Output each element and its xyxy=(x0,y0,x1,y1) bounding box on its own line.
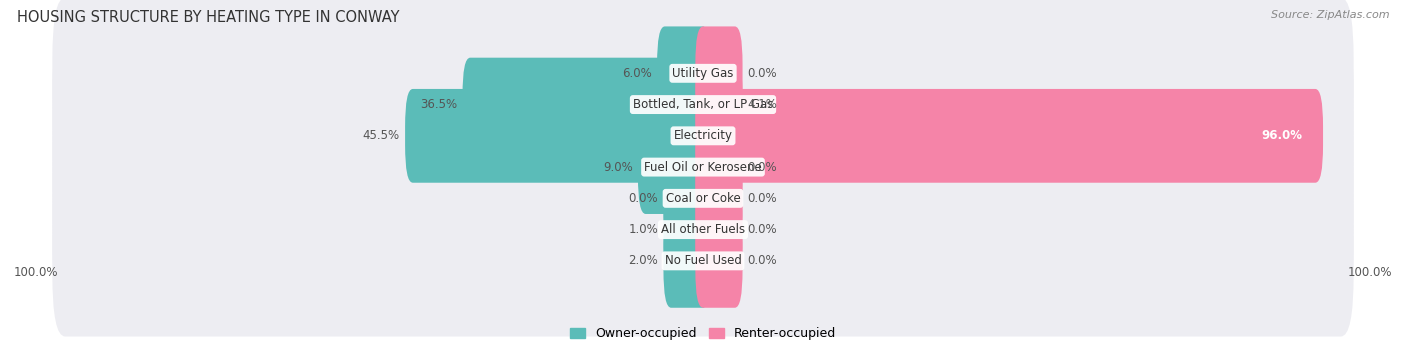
Text: 36.5%: 36.5% xyxy=(420,98,457,111)
FancyBboxPatch shape xyxy=(657,27,710,120)
FancyBboxPatch shape xyxy=(696,120,742,214)
FancyBboxPatch shape xyxy=(463,58,710,151)
Text: 100.0%: 100.0% xyxy=(1347,266,1392,279)
Text: Electricity: Electricity xyxy=(673,129,733,142)
Text: 0.0%: 0.0% xyxy=(748,161,778,174)
Text: 96.0%: 96.0% xyxy=(1261,129,1302,142)
Text: 0.0%: 0.0% xyxy=(748,254,778,267)
Text: Bottled, Tank, or LP Gas: Bottled, Tank, or LP Gas xyxy=(633,98,773,111)
Text: All other Fuels: All other Fuels xyxy=(661,223,745,236)
Text: Coal or Coke: Coal or Coke xyxy=(665,192,741,205)
Text: Utility Gas: Utility Gas xyxy=(672,67,734,80)
FancyBboxPatch shape xyxy=(696,89,1323,183)
FancyBboxPatch shape xyxy=(405,89,710,183)
FancyBboxPatch shape xyxy=(52,91,1354,243)
Text: No Fuel Used: No Fuel Used xyxy=(665,254,741,267)
FancyBboxPatch shape xyxy=(696,183,742,277)
FancyBboxPatch shape xyxy=(696,27,742,120)
Text: 45.5%: 45.5% xyxy=(363,129,399,142)
FancyBboxPatch shape xyxy=(638,120,710,214)
Text: 6.0%: 6.0% xyxy=(623,67,652,80)
Text: 2.0%: 2.0% xyxy=(628,254,658,267)
FancyBboxPatch shape xyxy=(664,183,710,277)
Text: 0.0%: 0.0% xyxy=(628,192,658,205)
Text: 0.0%: 0.0% xyxy=(748,192,778,205)
FancyBboxPatch shape xyxy=(52,123,1354,274)
Text: 0.0%: 0.0% xyxy=(748,67,778,80)
Text: Fuel Oil or Kerosene: Fuel Oil or Kerosene xyxy=(644,161,762,174)
FancyBboxPatch shape xyxy=(664,214,710,308)
FancyBboxPatch shape xyxy=(696,151,742,245)
Text: 4.1%: 4.1% xyxy=(748,98,778,111)
Text: 1.0%: 1.0% xyxy=(628,223,658,236)
Text: 0.0%: 0.0% xyxy=(748,223,778,236)
FancyBboxPatch shape xyxy=(696,214,742,308)
Legend: Owner-occupied, Renter-occupied: Owner-occupied, Renter-occupied xyxy=(565,322,841,341)
FancyBboxPatch shape xyxy=(52,154,1354,305)
Text: HOUSING STRUCTURE BY HEATING TYPE IN CONWAY: HOUSING STRUCTURE BY HEATING TYPE IN CON… xyxy=(17,10,399,25)
FancyBboxPatch shape xyxy=(52,29,1354,180)
FancyBboxPatch shape xyxy=(52,185,1354,337)
FancyBboxPatch shape xyxy=(52,60,1354,211)
Text: Source: ZipAtlas.com: Source: ZipAtlas.com xyxy=(1271,10,1389,20)
FancyBboxPatch shape xyxy=(664,151,710,245)
Text: 100.0%: 100.0% xyxy=(14,266,59,279)
FancyBboxPatch shape xyxy=(696,58,742,151)
Text: 9.0%: 9.0% xyxy=(603,161,633,174)
FancyBboxPatch shape xyxy=(52,0,1354,149)
